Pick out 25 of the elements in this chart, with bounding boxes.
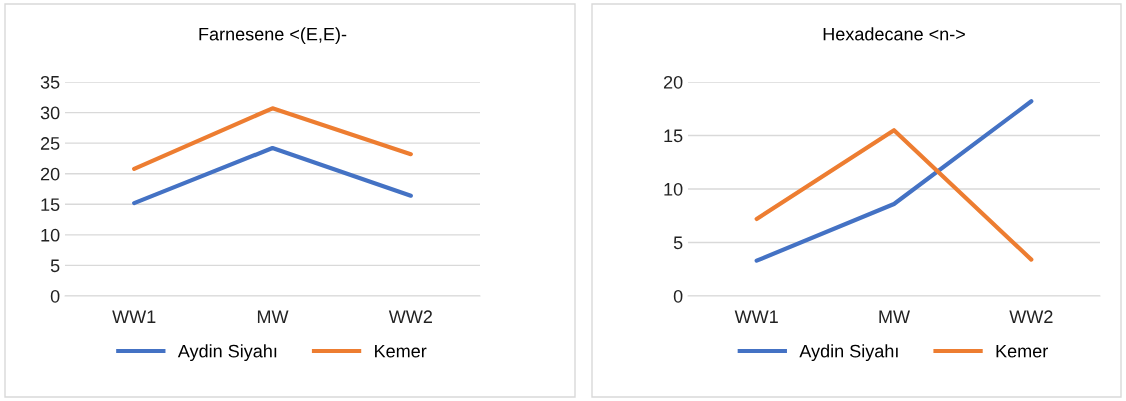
x-tick-label: WW2 [1009,310,1053,323]
y-tick-label: 5 [673,236,683,250]
x-tick-label: WW1 [112,310,156,323]
y-tick-label: 15 [664,129,683,143]
legend-label: Aydin Siyahı [177,344,277,362]
y-tick-label: 20 [40,167,60,181]
x-tick-label: WW2 [388,310,432,323]
x-tick-label: MW [257,310,289,323]
x-tick-label: WW1 [734,310,778,323]
legend-label: Kemer [375,344,427,358]
y-tick-label: 15 [41,198,60,212]
chart-title: Farnesene <(E,E)- [199,27,347,45]
chart-title: Hexadecane <n-> [823,27,965,41]
y-tick-label: 10 [41,228,60,242]
legend-label: Kemer [996,344,1048,358]
y-tick-label: 10 [664,182,683,196]
y-tick-label: 0 [50,289,60,303]
y-tick-label: 35 [40,75,60,89]
y-tick-label: 25 [40,137,60,150]
y-tick-label: 30 [40,106,60,120]
y-tick-label: 20 [663,75,683,89]
y-tick-label: 0 [673,289,683,303]
y-tick-label: 5 [50,259,60,273]
legend-label: Aydin Siyahı [799,344,898,362]
x-tick-label: MW [879,310,910,323]
